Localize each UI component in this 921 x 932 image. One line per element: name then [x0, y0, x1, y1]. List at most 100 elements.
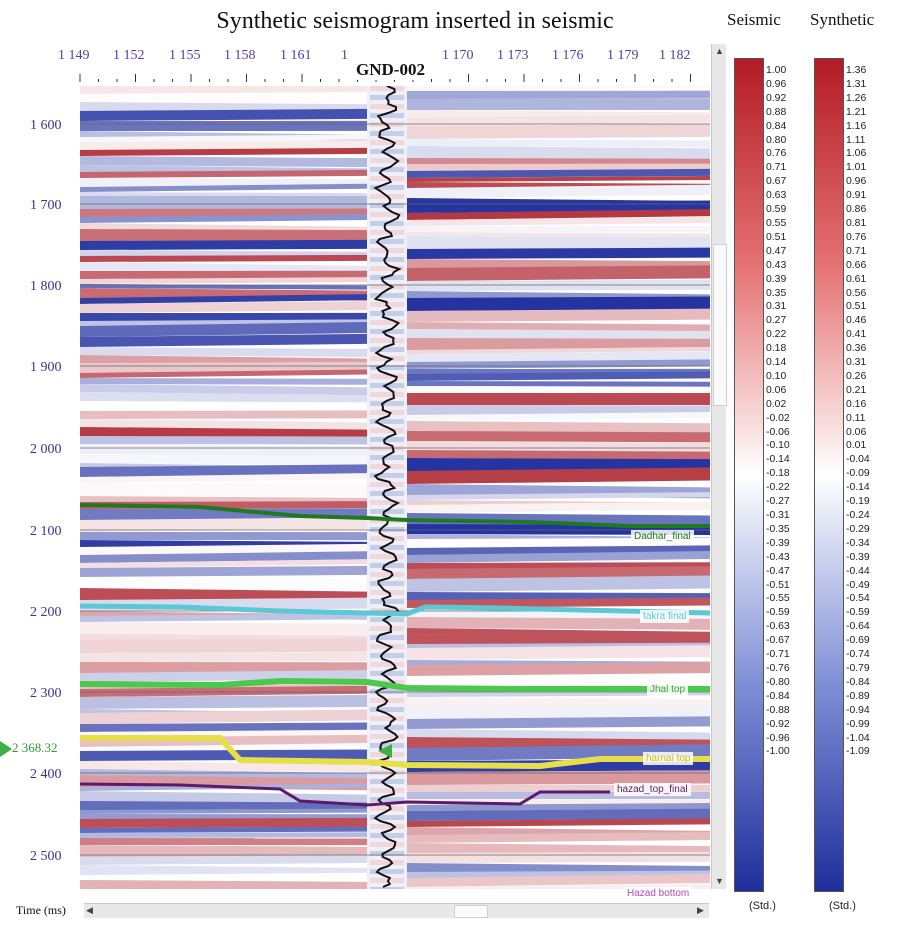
seismic-band: [80, 880, 367, 889]
trace-label: 1 176: [552, 48, 584, 63]
horizontal-scroll-thumb[interactable]: [454, 905, 488, 918]
colorbar-tick-label: 0.91: [846, 190, 867, 202]
scroll-right-arrow-icon[interactable]: ▶: [697, 905, 704, 915]
colorbar-tick-label: -0.51: [766, 579, 790, 591]
colorbar-tick-label: -0.71: [766, 649, 790, 661]
seismic-band: [80, 378, 367, 385]
colorbar-tick-label: -0.63: [766, 621, 790, 633]
horizon-harnai-top[interactable]: [80, 735, 710, 770]
scroll-left-arrow-icon[interactable]: ◀: [86, 905, 93, 915]
seismic-band: [80, 722, 367, 732]
time-axis-unit: Time (ms): [16, 903, 66, 917]
synthetic-band: [370, 104, 404, 109]
seismic-band: [407, 628, 710, 638]
seismic-band: [407, 329, 710, 341]
trace-axis: 1 149 1 152 1 155 1 158 1 161 1 1 170 1 …: [58, 44, 706, 90]
synthetic-band: [370, 770, 404, 775]
seismic-band: [80, 638, 367, 653]
seismic-band: [80, 410, 367, 419]
horizon-label-harnai: harnai top: [643, 752, 694, 765]
time-label: 1 900: [30, 360, 62, 375]
time-label: 2 000: [30, 442, 62, 457]
horizontal-scrollbar[interactable]: ◀ ▶: [84, 903, 709, 918]
seismic-band: [80, 239, 367, 250]
seismic-band: [407, 359, 710, 369]
seismic-band: [80, 694, 367, 709]
colorbar-tick-label: -0.74: [846, 649, 870, 661]
vertical-scrollbar[interactable]: ▲ ▼: [711, 44, 727, 889]
synthetic-band: [370, 365, 404, 370]
colorbar-tick-label: -0.39: [846, 551, 870, 563]
well-pick-marker[interactable]: [378, 744, 392, 758]
scroll-down-arrow-icon[interactable]: ▼: [715, 876, 724, 886]
colorbar-tick-label: 0.27: [766, 315, 787, 327]
seismic-band: [407, 98, 710, 110]
seismic-band: [80, 652, 367, 662]
seismic-band: [80, 613, 367, 622]
seismic-band: [80, 120, 367, 131]
colorbar-tick-label: 0.92: [766, 92, 787, 104]
seismic-band: [407, 158, 710, 165]
synthetic-band: [370, 293, 404, 298]
colorbar-tick-label: 0.02: [766, 398, 787, 410]
synthetic-band: [370, 572, 404, 577]
synthetic-band: [370, 446, 404, 451]
seismic-band: [407, 265, 710, 281]
synthetic-band: [370, 563, 404, 568]
seismic-band: [80, 427, 367, 439]
seismic-band: [80, 743, 367, 751]
colorbar-tick-label: -0.99: [846, 718, 870, 730]
synthetic-band: [370, 311, 404, 316]
colorbar-tick-label: -0.34: [846, 537, 870, 549]
seismic-band: [407, 729, 710, 741]
seismic-band: [407, 818, 710, 827]
colorbar-tick-label: -0.10: [766, 440, 790, 452]
synthetic-band: [370, 536, 404, 541]
synthetic-band: [370, 833, 404, 838]
synthetic-band: [370, 662, 404, 667]
time-pick-marker[interactable]: [0, 741, 12, 757]
horizon-takra-final[interactable]: [80, 603, 710, 617]
synthetic-band: [370, 284, 404, 289]
seismic-band: [80, 140, 367, 150]
colorbar-tick-label: -0.69: [846, 635, 870, 647]
synthetic-band: [370, 113, 404, 118]
seismic-band: [407, 450, 710, 460]
seismic-band: [407, 175, 710, 182]
synthetic-band: [370, 158, 404, 163]
horizon-jhal-top[interactable]: [80, 677, 710, 692]
synthetic-band: [370, 338, 404, 343]
seismic-band: [80, 769, 367, 779]
seismic-traces-right: [407, 86, 710, 889]
synthetic-band: [370, 347, 404, 352]
colorbar-tick-label: -0.27: [766, 496, 790, 508]
synthetic-band: [370, 644, 404, 649]
colorbar-tick-label: -0.09: [846, 468, 870, 480]
synthetic-band: [370, 617, 404, 622]
synthetic-band: [370, 167, 404, 172]
seismic-section[interactable]: [80, 86, 710, 889]
colorbar-tick-label: 0.81: [846, 217, 867, 229]
synthetic-colorbar-unit: (Std.): [829, 900, 856, 912]
horizon-label-dadhar: Dadhar_final: [631, 530, 694, 543]
seismic-band: [80, 195, 367, 209]
seismic-band: [407, 411, 710, 421]
colorbar-tick-label: 0.63: [766, 190, 787, 202]
seismic-band: [407, 381, 710, 387]
trace-label: 1 170: [442, 48, 474, 63]
vertical-scroll-thumb[interactable]: [713, 244, 727, 406]
seismic-band: [80, 392, 367, 405]
synthetic-band: [370, 860, 404, 865]
seismic-band: [80, 301, 367, 313]
seismic-band: [80, 482, 367, 496]
colorbar-tick-label: 0.61: [846, 273, 867, 285]
time-pick-value: 2 368.32: [12, 740, 58, 755]
seismic-band: [407, 296, 710, 311]
colorbar-tick-label: 0.71: [846, 245, 867, 257]
synthetic-band: [370, 500, 404, 505]
time-label: 2 200: [30, 605, 62, 620]
horizon-dadhar-final[interactable]: [80, 503, 710, 528]
seismic-band: [80, 183, 367, 192]
horizon-hazad-top-final[interactable]: [80, 782, 610, 807]
scroll-up-arrow-icon[interactable]: ▲: [715, 46, 724, 56]
